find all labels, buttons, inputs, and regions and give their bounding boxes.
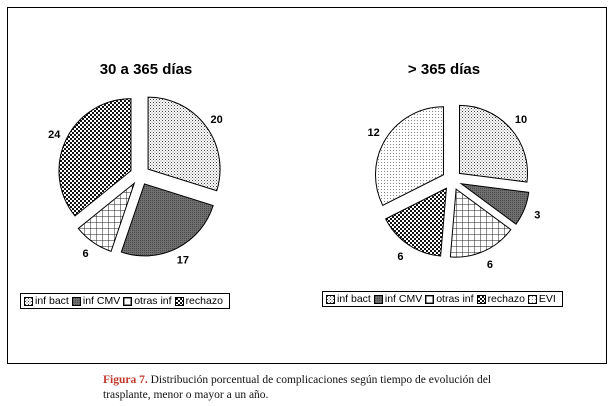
legend-item: inf bact [24,295,69,307]
legend-item: inf CMV [373,293,423,305]
legend-label: inf CMV [82,295,121,307]
pie-slice-inf-bact [459,104,528,183]
pie-slice-otras-inf [449,188,512,258]
legend-2: inf bact inf CMV otras inf rechazo EVI [322,291,563,307]
legend-swatch-icon [326,294,335,304]
pie-slice-rechazo [58,98,132,217]
pie-slice-inf-cmv [459,182,530,225]
legend-swatch-icon [373,294,383,304]
legend-item: EVI [527,293,556,305]
data-label: 6 [487,259,493,271]
chart-title-1: 30 a 365 días [100,61,193,78]
legend-item: rechazo [476,293,525,305]
data-label: 24 [48,129,61,141]
legend-swatch-icon [123,296,133,306]
pie-slice-inf-cmv [120,183,214,257]
legend-swatch-icon [425,294,435,304]
legend-label: otras inf [134,295,172,307]
legend-swatch-icon [71,296,81,306]
data-label: 3 [534,209,540,221]
legend-label: inf bact [35,295,69,307]
legend-label: rechazo [185,295,223,307]
pie-chart-2: 10 3 6 6 12 [368,104,540,271]
legend-item: otras inf [123,295,172,307]
data-label: 10 [515,114,527,126]
figure-caption: Figura 7. Distribución porcentual de com… [103,373,523,403]
legend-item: otras inf [425,293,474,305]
legend-label: EVI [538,293,556,305]
legend-label: otras inf [436,293,474,305]
pie-slice-inf-bact [147,96,221,192]
legend-swatch-icon [527,294,537,304]
pie-chart-1: 20 17 6 24 [48,96,223,267]
legend-1: inf bact inf CMV otras inf rechazo [20,293,230,309]
legend-item: rechazo [174,295,223,307]
charts-canvas: 30 a 365 días > 365 días 20 17 6 24 10 3 6 6 12 [48,61,540,271]
data-label: 6 [397,251,403,263]
data-label: 17 [177,255,189,267]
pie-slice-otras-inf [77,181,136,252]
legend-swatch-icon [476,294,486,304]
legend-item: inf bact [326,293,371,305]
pie-slice-evi [374,106,444,207]
legend-swatch-icon [24,296,33,306]
legend-label: inf bact [337,293,371,305]
data-label: 12 [368,127,380,139]
legend-swatch-icon [174,296,184,306]
pie-slice-rechazo [385,187,447,257]
data-label: 20 [210,114,222,126]
figure-label: Figura 7. [103,374,148,386]
legend-label: inf CMV [384,293,423,305]
legend-label: rechazo [487,293,525,305]
chart-title-2: > 365 días [408,61,480,78]
legend-item: inf CMV [71,295,121,307]
caption-text: Distribución porcentual de complicacione… [103,374,492,401]
data-label: 6 [83,248,89,260]
